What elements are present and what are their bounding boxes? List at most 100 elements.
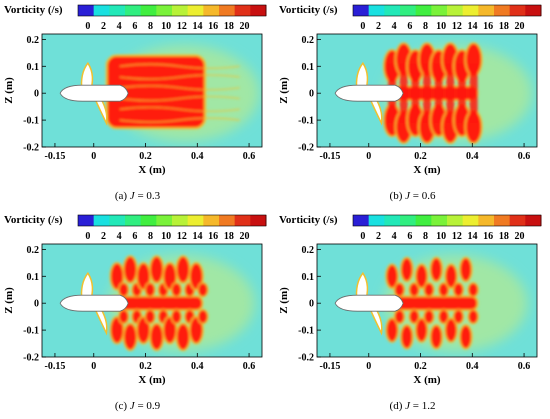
- tip-vortex: [414, 317, 429, 343]
- caption-c: (c) J = 0.9: [114, 400, 161, 412]
- tip-vortex: [429, 324, 444, 350]
- colorbar-tick-label: 20: [515, 231, 525, 242]
- x-tick-label: 0.4: [191, 361, 204, 372]
- colorbar-swatch: [187, 5, 204, 16]
- x-tick-label: 0.6: [243, 151, 256, 162]
- inner-vortex: [118, 309, 130, 325]
- shear-streak: [119, 106, 240, 112]
- inner-vortex: [467, 282, 479, 298]
- tip-vortex: [444, 317, 458, 343]
- vorticity-plot-d: Vorticity (/s)0 2 4 6 8 10 12 14 16 18 20-0.15 0 0.2…: [278, 214, 542, 386]
- inner-vortex: [438, 309, 450, 325]
- wake-core: [105, 54, 240, 130]
- colorbar-swatch: [494, 5, 511, 16]
- x-tick-label: 0.2: [414, 361, 427, 372]
- blade-sheet: [434, 63, 443, 123]
- colorbar-tick-label: 16: [483, 21, 493, 32]
- colorbar-frame: [77, 214, 267, 227]
- colorbar-tick-label: 20: [240, 21, 250, 32]
- colorbar-swatch: [250, 215, 267, 226]
- colorbar-tick-label: 18: [224, 231, 234, 242]
- colorbar-swatch: [494, 215, 511, 226]
- blade-sheet: [411, 63, 420, 123]
- inner-vortex: [118, 282, 130, 298]
- colorbar-tick-label: 12: [177, 21, 187, 32]
- colorbar-swatch: [431, 215, 448, 226]
- z-axis-label: Z (m): [3, 77, 15, 104]
- colorbar-tick-label: 0: [85, 21, 90, 32]
- colorbar-swatch: [109, 5, 126, 16]
- x-tick-label: 0.6: [518, 151, 531, 162]
- x-tick-label: 0: [366, 361, 371, 372]
- inner-vortex: [423, 309, 435, 325]
- colorbar-swatch: [125, 215, 142, 226]
- plot-frame: [41, 243, 263, 358]
- colorbar-swatch: [400, 5, 417, 16]
- colorbar-tick-label: 4: [392, 21, 397, 32]
- tip-vortex: [385, 263, 399, 290]
- z-tick-label: 0.2: [302, 35, 315, 46]
- colorbar-tick-label: 12: [452, 21, 462, 32]
- colorbar-swatch: [78, 5, 95, 16]
- colorbar-swatch: [462, 5, 479, 16]
- tip-vortex: [149, 322, 165, 352]
- colorbar-title: Vorticity (/s): [279, 4, 338, 16]
- tip-vortex: [459, 324, 473, 350]
- propeller-hull: [59, 294, 129, 312]
- plot-frame: [316, 243, 538, 358]
- vorticity-plot-a: Vorticity (/s)0 2 4 6 8 10 12 14 16 18 20-0.15 0 0.2…: [3, 4, 267, 176]
- x-tick-label: 0.4: [466, 361, 479, 372]
- caption-a: (a) J = 0.3: [114, 190, 161, 202]
- z-tick-label: 0: [34, 89, 39, 100]
- x-tick-label: -0.15: [320, 361, 341, 372]
- inner-vortex: [144, 282, 156, 298]
- tip-vortex: [122, 255, 138, 284]
- colorbar-swatch: [384, 5, 401, 16]
- colorbar-swatch: [93, 5, 110, 16]
- colorbar-tick-label: 6: [132, 21, 137, 32]
- panel-c: Vorticity (/s) 0 2 4 6 8 10 12 14 16 18 20 -0.15 0 0.2…: [0, 210, 275, 419]
- colorbar-swatch: [156, 5, 173, 16]
- colorbar-tick-label: 6: [407, 231, 412, 242]
- tip-vortex: [149, 255, 165, 284]
- inner-vortex: [393, 282, 406, 298]
- x-tick-label: 0: [91, 361, 96, 372]
- z-tick-label: -0.1: [23, 116, 39, 127]
- z-tick-label: 0.2: [27, 245, 40, 256]
- colorbar-tick-label: 14: [193, 231, 203, 242]
- colorbar-tick-label: 18: [499, 231, 509, 242]
- z-tick-label: -0.2: [298, 353, 314, 364]
- z-tick-label: 0: [309, 89, 314, 100]
- propeller-hull: [334, 294, 404, 312]
- colorbar-swatch: [462, 215, 479, 226]
- colorbar-swatch: [250, 5, 267, 16]
- colorbar-title: Vorticity (/s): [4, 214, 63, 226]
- colorbar-swatch: [234, 215, 251, 226]
- tip-vortex: [188, 315, 204, 345]
- colorbar-tick-label: 14: [468, 21, 478, 32]
- colorbar-tick-label: 12: [177, 231, 187, 242]
- colorbar-tick-label: 8: [423, 21, 428, 32]
- colorbar-swatch: [353, 215, 370, 226]
- colorbar-frame: [352, 214, 542, 227]
- z-axis-label: Z (m): [278, 77, 290, 104]
- inner-vortex: [197, 282, 209, 298]
- colorbar-tick-label: 10: [436, 21, 446, 32]
- colorbar-tick-label: 2: [376, 21, 381, 32]
- blade-sheet: [469, 63, 478, 123]
- colorbar-swatch: [509, 5, 526, 16]
- colorbar-swatch: [447, 215, 464, 226]
- z-tick-label: 0.1: [302, 62, 315, 73]
- vorticity-plot-c: Vorticity (/s)0 2 4 6 8 10 12 14 16 18 20-0.15 0 0.2…: [3, 214, 267, 386]
- vorticity-field: [317, 34, 537, 147]
- inner-vortex: [170, 282, 183, 298]
- colorbar-swatch: [525, 5, 542, 16]
- colorbar-tick-label: 10: [436, 231, 446, 242]
- colorbar-frame: [77, 4, 267, 17]
- x-tick-label: -0.15: [45, 151, 66, 162]
- blade-sheet: [399, 63, 408, 123]
- colorbar-tick-label: 16: [208, 231, 218, 242]
- colorbar-swatch: [172, 5, 189, 16]
- colorbar-tick-label: 8: [148, 21, 153, 32]
- shear-streak: [119, 63, 240, 69]
